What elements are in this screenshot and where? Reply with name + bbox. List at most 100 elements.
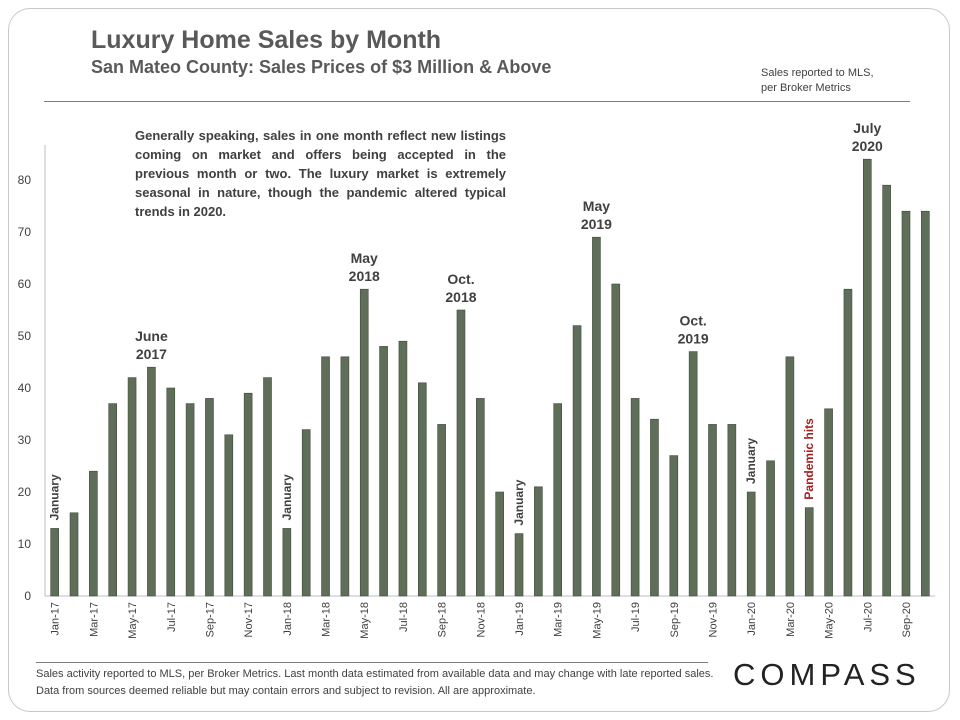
annotation-label: May bbox=[351, 250, 378, 266]
bar-Oct-20 bbox=[921, 210, 930, 597]
bar-Jun-18 bbox=[379, 346, 388, 597]
x-tick-label: May-19 bbox=[591, 602, 603, 639]
x-tick-label: May-20 bbox=[824, 602, 836, 639]
bar-Jan-18 bbox=[282, 528, 292, 597]
x-tick-label: Sep-19 bbox=[669, 602, 681, 637]
bar-May-18 bbox=[359, 288, 369, 597]
annotation-label: 2020 bbox=[852, 138, 883, 154]
bar-Apr-20 bbox=[804, 507, 814, 597]
annotation-january: January bbox=[744, 438, 758, 484]
bar-Sep-20 bbox=[901, 210, 911, 597]
x-tick-label: Mar-17 bbox=[88, 602, 100, 637]
source-note: Sales reported to MLS, per Broker Metric… bbox=[761, 66, 874, 96]
x-tick-label: Mar-18 bbox=[321, 602, 333, 637]
annotation-january: January bbox=[48, 474, 62, 520]
bar-Aug-19 bbox=[650, 418, 659, 597]
bar-Jun-19 bbox=[611, 283, 621, 597]
x-tick-label: Jan-19 bbox=[514, 602, 526, 636]
x-tick-label: Sep-20 bbox=[901, 602, 913, 637]
bar-Feb-19 bbox=[534, 486, 543, 597]
x-tick-label: Jan-18 bbox=[282, 602, 294, 636]
y-tick-label: 70 bbox=[18, 225, 32, 239]
x-tick-label: Mar-19 bbox=[553, 602, 565, 637]
y-tick-label: 50 bbox=[18, 329, 32, 343]
x-tick-label: Sep-18 bbox=[437, 602, 449, 637]
y-tick-label: 20 bbox=[18, 485, 32, 499]
annotation-label: July bbox=[853, 120, 881, 136]
annotation-label: Oct. bbox=[447, 271, 474, 287]
x-tick-label: Nov-19 bbox=[708, 602, 720, 637]
bar-Sep-19 bbox=[669, 455, 679, 597]
annotation-january: January bbox=[280, 474, 294, 520]
bar-Mar-18 bbox=[321, 356, 330, 597]
bar-Sep-17 bbox=[205, 398, 214, 597]
x-tick-label: May-17 bbox=[127, 602, 139, 639]
bar-Apr-18 bbox=[340, 356, 350, 597]
bar-Dec-19 bbox=[727, 424, 737, 597]
bar-Oct-18 bbox=[456, 309, 466, 597]
bar-Nov-17 bbox=[243, 392, 253, 597]
bar-Feb-17 bbox=[69, 512, 79, 597]
x-tick-label: Nov-18 bbox=[475, 602, 487, 637]
bar-Apr-19 bbox=[572, 325, 582, 597]
header-divider bbox=[44, 101, 910, 102]
bar-Oct-17 bbox=[224, 434, 234, 597]
bar-Nov-18 bbox=[476, 398, 485, 597]
x-tick-label: Jul-20 bbox=[862, 602, 874, 632]
annotation-label: 2019 bbox=[678, 331, 709, 347]
bar-May-17 bbox=[127, 377, 137, 597]
bar-Sep-18 bbox=[437, 424, 446, 597]
bar-Jul-18 bbox=[398, 340, 408, 597]
bar-Mar-20 bbox=[785, 356, 795, 597]
annotation-label: 2018 bbox=[445, 289, 476, 305]
chart-title: Luxury Home Sales by Month bbox=[91, 26, 442, 54]
annotation-pandemic: Pandemic hits bbox=[802, 418, 816, 500]
bar-Jan-20 bbox=[746, 491, 756, 597]
x-tick-label: Jul-17 bbox=[166, 602, 178, 632]
bar-May-19 bbox=[592, 236, 601, 597]
annotation-january: January bbox=[512, 479, 526, 525]
bar-Jan-17 bbox=[50, 528, 59, 597]
x-tick-label: Mar-20 bbox=[785, 602, 797, 637]
bar-Aug-20 bbox=[882, 184, 891, 597]
bar-Jan-19 bbox=[514, 533, 524, 597]
x-tick-label: Jul-19 bbox=[630, 602, 642, 632]
bar-Jun-20 bbox=[843, 288, 853, 597]
bar-Oct-19 bbox=[688, 351, 698, 597]
y-tick-label: 80 bbox=[18, 173, 32, 187]
bar-Nov-19 bbox=[708, 424, 717, 597]
x-tick-label: May-18 bbox=[359, 602, 371, 639]
y-tick-label: 30 bbox=[18, 433, 32, 447]
x-tick-label: Nov-17 bbox=[243, 602, 255, 637]
x-tick-label: Jan-20 bbox=[746, 602, 758, 636]
source-note-line-1: Sales reported to MLS, bbox=[761, 67, 874, 79]
annotation-label: 2019 bbox=[581, 216, 612, 232]
source-note-line-2: per Broker Metrics bbox=[761, 82, 851, 94]
footer-divider bbox=[36, 662, 708, 663]
x-tick-label: Sep-17 bbox=[204, 602, 216, 637]
bar-Apr-17 bbox=[108, 403, 118, 597]
y-tick-label: 10 bbox=[18, 537, 32, 551]
annotation-label: June bbox=[135, 328, 168, 344]
y-tick-label: 0 bbox=[24, 589, 31, 603]
annotation-label: May bbox=[583, 198, 610, 214]
bar-Jun-17 bbox=[147, 366, 156, 597]
chart-subtitle: San Mateo County: Sales Prices of $3 Mil… bbox=[91, 57, 552, 77]
commentary-text: Generally speaking, sales in one month r… bbox=[135, 128, 506, 219]
bar-Aug-17 bbox=[185, 403, 195, 597]
x-tick-label: Jan-17 bbox=[50, 602, 62, 636]
y-tick-label: 40 bbox=[18, 381, 32, 395]
bar-Jul-19 bbox=[630, 398, 640, 597]
footnote: Sales activity reported to MLS, per Brok… bbox=[36, 668, 714, 697]
bar-Dec-17 bbox=[263, 377, 272, 597]
compass-logo: COMPASS bbox=[733, 657, 921, 692]
bar-Aug-18 bbox=[417, 382, 427, 597]
bar-Jul-17 bbox=[166, 387, 176, 597]
annotation-label: 2018 bbox=[349, 268, 380, 284]
annotation-label: 2017 bbox=[136, 346, 167, 362]
bar-Mar-19 bbox=[553, 403, 563, 597]
bar-Mar-17 bbox=[89, 470, 98, 597]
bar-Jul-20 bbox=[862, 158, 872, 597]
annotation-label: Oct. bbox=[680, 313, 707, 329]
